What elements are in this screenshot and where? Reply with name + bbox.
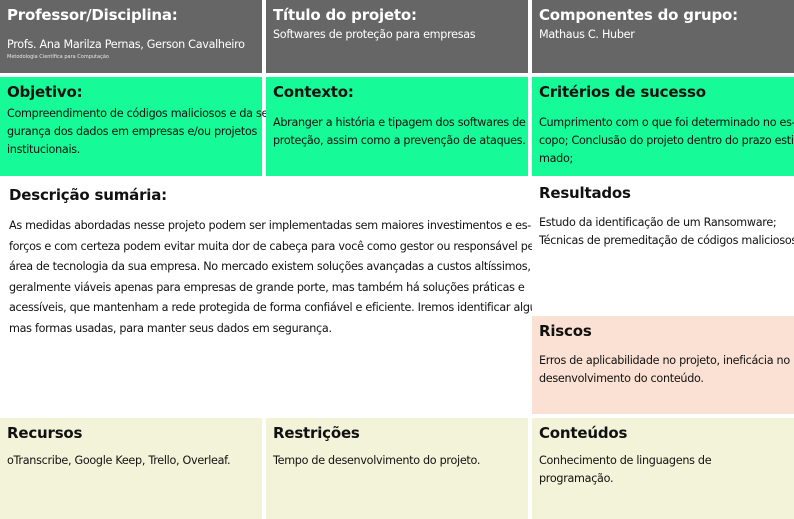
riscos-line: desenvolvimento do conteúdo. — [539, 372, 704, 385]
contexto-line: Abranger a história e tipagem dos softwa… — [273, 116, 526, 129]
contexto-title: Contexto: — [273, 83, 354, 101]
descricao-box: Descrição sumária: As medidas abordadas … — [2, 180, 544, 416]
descricao-line: As medidas abordadas nesse projeto podem… — [9, 219, 532, 232]
componentes-box: Componentes do grupo: Mathaus C. Huber — [532, 0, 794, 73]
riscos-title: Riscos — [539, 322, 592, 340]
descricao-line: acessíveis, que mantenham a rede protegi… — [9, 301, 541, 314]
objetivo-line: Compreendimento de códigos maliciosos e … — [7, 107, 272, 120]
resultados-box: Resultados Estudo da identificação de um… — [532, 178, 794, 314]
objetivo-title: Objetivo: — [7, 83, 83, 101]
descricao-line: área de tecnologia da sua empresa. No me… — [9, 260, 531, 273]
criterios-line: mado; — [539, 152, 573, 165]
resultados-title: Resultados — [539, 184, 631, 202]
objetivo-line: institucionais. — [7, 143, 81, 156]
recursos-title: Recursos — [7, 424, 83, 442]
objetivo-line: gurança dos dados em empresas e/ou proje… — [7, 125, 258, 138]
titulo-title: Título do projeto: — [273, 6, 417, 24]
resultados-line: Técnicas de premeditação de códigos mali… — [539, 234, 794, 247]
contexto-line: proteção, assim como a prevenção de ataq… — [273, 134, 526, 147]
criterios-line: copo; Conclusão do projeto dentro do pra… — [539, 134, 794, 147]
resultados-line: Estudo da identificação de um Ransomware… — [539, 216, 777, 229]
recursos-text: oTranscribe, Google Keep, Trello, Overle… — [7, 454, 231, 467]
descricao-line: forços e com certeza podem evitar muita … — [9, 239, 544, 253]
conteudos-box: Conteúdos Conhecimento de linguagens de … — [532, 418, 794, 519]
titulo-text: Softwares de proteção para empresas — [273, 28, 476, 41]
criterios-box: Critérios de sucesso Cumprimento com o q… — [532, 77, 794, 176]
professor-title: Professor/Disciplina: — [7, 6, 178, 24]
professor-box: Professor/Disciplina: Profs. Ana Marilza… — [0, 0, 262, 73]
professor-names: Profs. Ana Marilza Pernas, Gerson Cavalh… — [7, 38, 245, 51]
descricao-title: Descrição sumária: — [9, 186, 167, 204]
riscos-line: Erros de aplicabilidade no projeto, inef… — [539, 354, 790, 367]
criterios-line: Cumprimento com o que foi determinado no… — [539, 116, 794, 129]
restricoes-box: Restrições Tempo de desenvolvimento do p… — [266, 418, 528, 519]
titulo-box: Título do projeto: Softwares de proteção… — [266, 0, 528, 73]
contexto-box: Contexto: Abranger a história e tipagem … — [266, 77, 528, 176]
criterios-title: Critérios de sucesso — [539, 83, 706, 101]
descricao-line: geralmente viáveis apenas para empresas … — [9, 280, 525, 294]
descricao-line: mas formas usadas, para manter seus dado… — [9, 321, 332, 335]
conteudos-title: Conteúdos — [539, 424, 628, 442]
componentes-title: Componentes do grupo: — [539, 6, 738, 24]
riscos-box: Riscos Erros de aplicabilidade no projet… — [532, 316, 794, 414]
recursos-box: Recursos oTranscribe, Google Keep, Trell… — [0, 418, 262, 519]
conteudos-text: Conhecimento de linguagens de programaçã… — [539, 454, 712, 485]
restricoes-title: Restrições — [273, 424, 360, 442]
course-name: Metodologia Científica para Computação — [7, 54, 109, 60]
componentes-text: Mathaus C. Huber — [539, 28, 635, 41]
restricoes-text: Tempo de desenvolvimento do projeto. — [273, 454, 481, 467]
objetivo-box: Objetivo: Compreendimento de códigos mal… — [0, 77, 272, 176]
